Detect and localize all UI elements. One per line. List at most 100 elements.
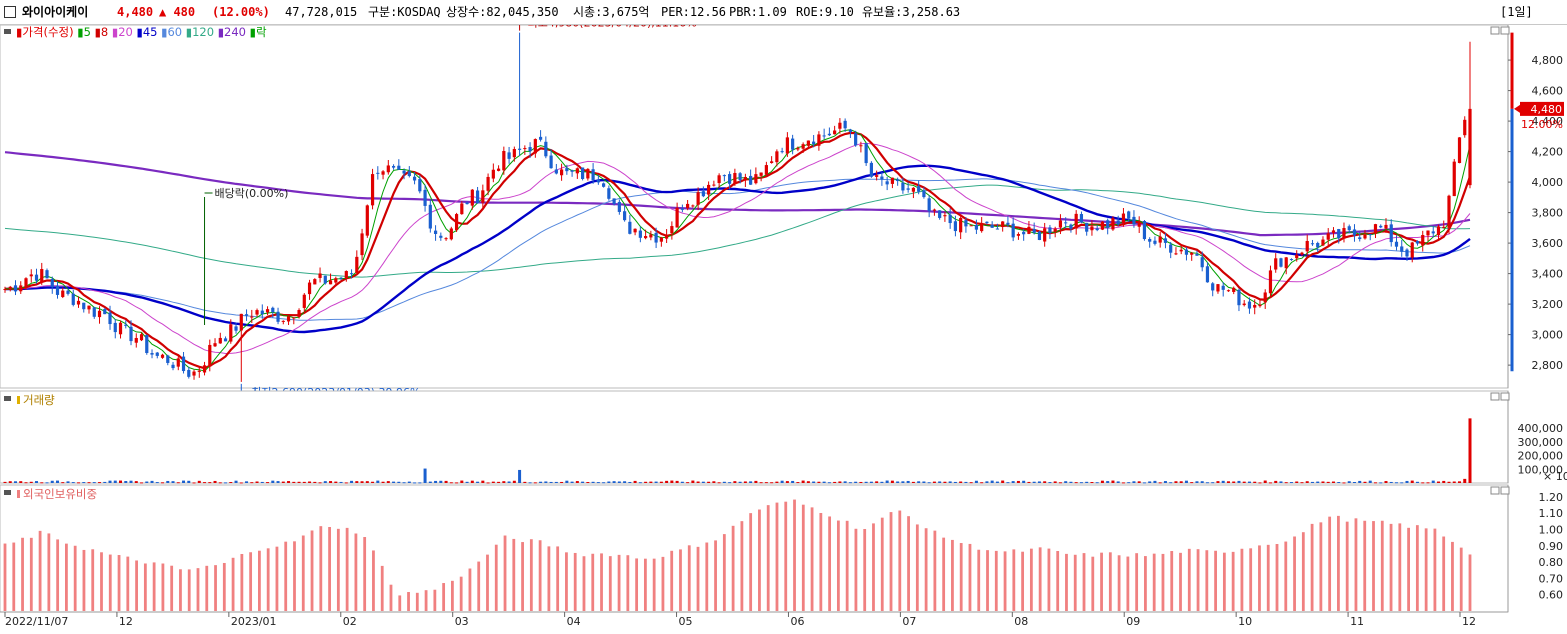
- volume-bar: [224, 482, 228, 484]
- roe-value: ROE:9.10: [796, 5, 854, 19]
- volume-bar: [187, 480, 191, 483]
- volume-bar: [434, 480, 438, 483]
- volume-bar: [297, 481, 301, 483]
- candle-body: [1184, 249, 1189, 255]
- candle-body: [754, 174, 758, 184]
- foreign-minimize-icon[interactable]: [1490, 486, 1500, 495]
- foreign-bar: [1073, 554, 1077, 611]
- volume-bar: [843, 481, 847, 483]
- volume-bar: [423, 468, 427, 483]
- volume-bar: [985, 481, 989, 483]
- foreign-bar: [433, 589, 437, 611]
- volume-bar: [1368, 480, 1372, 483]
- volume-bar: [812, 481, 816, 483]
- foreign-bar: [863, 528, 867, 611]
- volume-bar: [339, 481, 343, 483]
- foreign-bar: [73, 545, 77, 611]
- x-axis: 2022/11/07 12 2023/01 02 03 04 05 06 07 08 09 10 11 1…: [0, 611, 1508, 628]
- volume-bar: [612, 481, 616, 483]
- foreign-bar: [293, 541, 296, 611]
- volume-bar: [255, 481, 259, 483]
- stock-header: 와이아이케이 4,480 ▲ 480 (12.00%) 47,728,015 구…: [0, 0, 1567, 25]
- volume-bar: [1106, 481, 1110, 483]
- candle-body: [1358, 237, 1362, 240]
- foreign-bar: [38, 530, 42, 611]
- foreign-bar: [214, 565, 217, 611]
- volume-bar: [523, 481, 527, 483]
- candle-body: [1190, 252, 1194, 255]
- volume-bar: [197, 480, 201, 483]
- candle-body: [1347, 226, 1351, 231]
- candle-body: [602, 183, 606, 187]
- volume-menu-icon[interactable]: [4, 396, 11, 401]
- foreign-bar: [380, 565, 384, 611]
- foreign-menu-icon[interactable]: [4, 490, 11, 495]
- select-checkbox[interactable]: [4, 6, 16, 18]
- candle-body: [460, 203, 464, 215]
- candle-body: [45, 270, 49, 279]
- candle-body: [1179, 249, 1183, 252]
- volume-bar: [1305, 481, 1309, 483]
- candle-body: [313, 279, 317, 285]
- candle-body: [575, 168, 579, 174]
- volume-bar: [1226, 481, 1230, 483]
- candle-body: [1011, 223, 1015, 238]
- candle-body: [1436, 226, 1441, 236]
- panel-maximize-icon[interactable]: [1500, 26, 1510, 35]
- candle-body: [974, 224, 979, 230]
- foreign-bar: [977, 549, 981, 611]
- foreign-bar: [363, 537, 367, 611]
- candle-body: [896, 179, 900, 182]
- candle-body: [1221, 285, 1225, 290]
- candle-body: [496, 168, 501, 171]
- candle-body: [402, 170, 406, 174]
- foreign-bar: [459, 576, 463, 611]
- volume-bar: [1127, 482, 1131, 484]
- foreign-bar: [284, 541, 288, 611]
- volume-bar: [911, 481, 915, 483]
- candle-body: [938, 210, 942, 218]
- candle-body: [1352, 229, 1357, 236]
- foreign-bar: [1415, 525, 1419, 611]
- volume-bar: [1205, 482, 1209, 484]
- candle-body: [633, 228, 637, 233]
- volume-bar: [917, 481, 921, 483]
- volume-bar: [575, 481, 579, 483]
- candle-body: [1027, 226, 1031, 234]
- candle-body: [932, 209, 937, 211]
- volume-maximize-icon[interactable]: [1500, 392, 1510, 401]
- volume-bar: [360, 481, 364, 483]
- candle-body: [885, 181, 889, 185]
- candle-body: [1337, 229, 1341, 239]
- candle-body: [1043, 228, 1047, 242]
- panel-menu-icon[interactable]: [4, 29, 11, 34]
- volume-bar: [1032, 481, 1036, 483]
- candle-body: [827, 133, 831, 136]
- price-tick-label: 4,800: [1532, 54, 1564, 67]
- period-selector[interactable]: [1일]: [1500, 5, 1533, 19]
- volume-bar: [234, 480, 238, 483]
- foreign-maximize-icon[interactable]: [1500, 486, 1510, 495]
- foreign-bar: [82, 549, 86, 611]
- foreign-bar: [1424, 528, 1428, 611]
- x-tick-label: 07: [902, 615, 916, 628]
- candle-body: [370, 174, 375, 206]
- candle-body: [118, 322, 123, 335]
- x-tick-label: 12: [119, 615, 133, 628]
- candle-body: [113, 322, 117, 333]
- market-cap: 시총:3,675억: [573, 5, 650, 19]
- candle-body: [544, 141, 548, 157]
- volume-bar: [491, 481, 495, 483]
- volume-minimize-icon[interactable]: [1490, 392, 1500, 401]
- volume-bar: [376, 480, 380, 483]
- volume-bar: [271, 480, 275, 483]
- volume-bar: [596, 482, 600, 484]
- panel-minimize-icon[interactable]: [1490, 26, 1500, 35]
- volume-bar: [733, 481, 737, 483]
- foreign-bar: [1187, 548, 1191, 611]
- current-price: 4,480: [117, 5, 154, 19]
- volume-bar: [1316, 481, 1320, 483]
- volume-bar: [1237, 480, 1241, 483]
- foreign-bar: [556, 546, 560, 611]
